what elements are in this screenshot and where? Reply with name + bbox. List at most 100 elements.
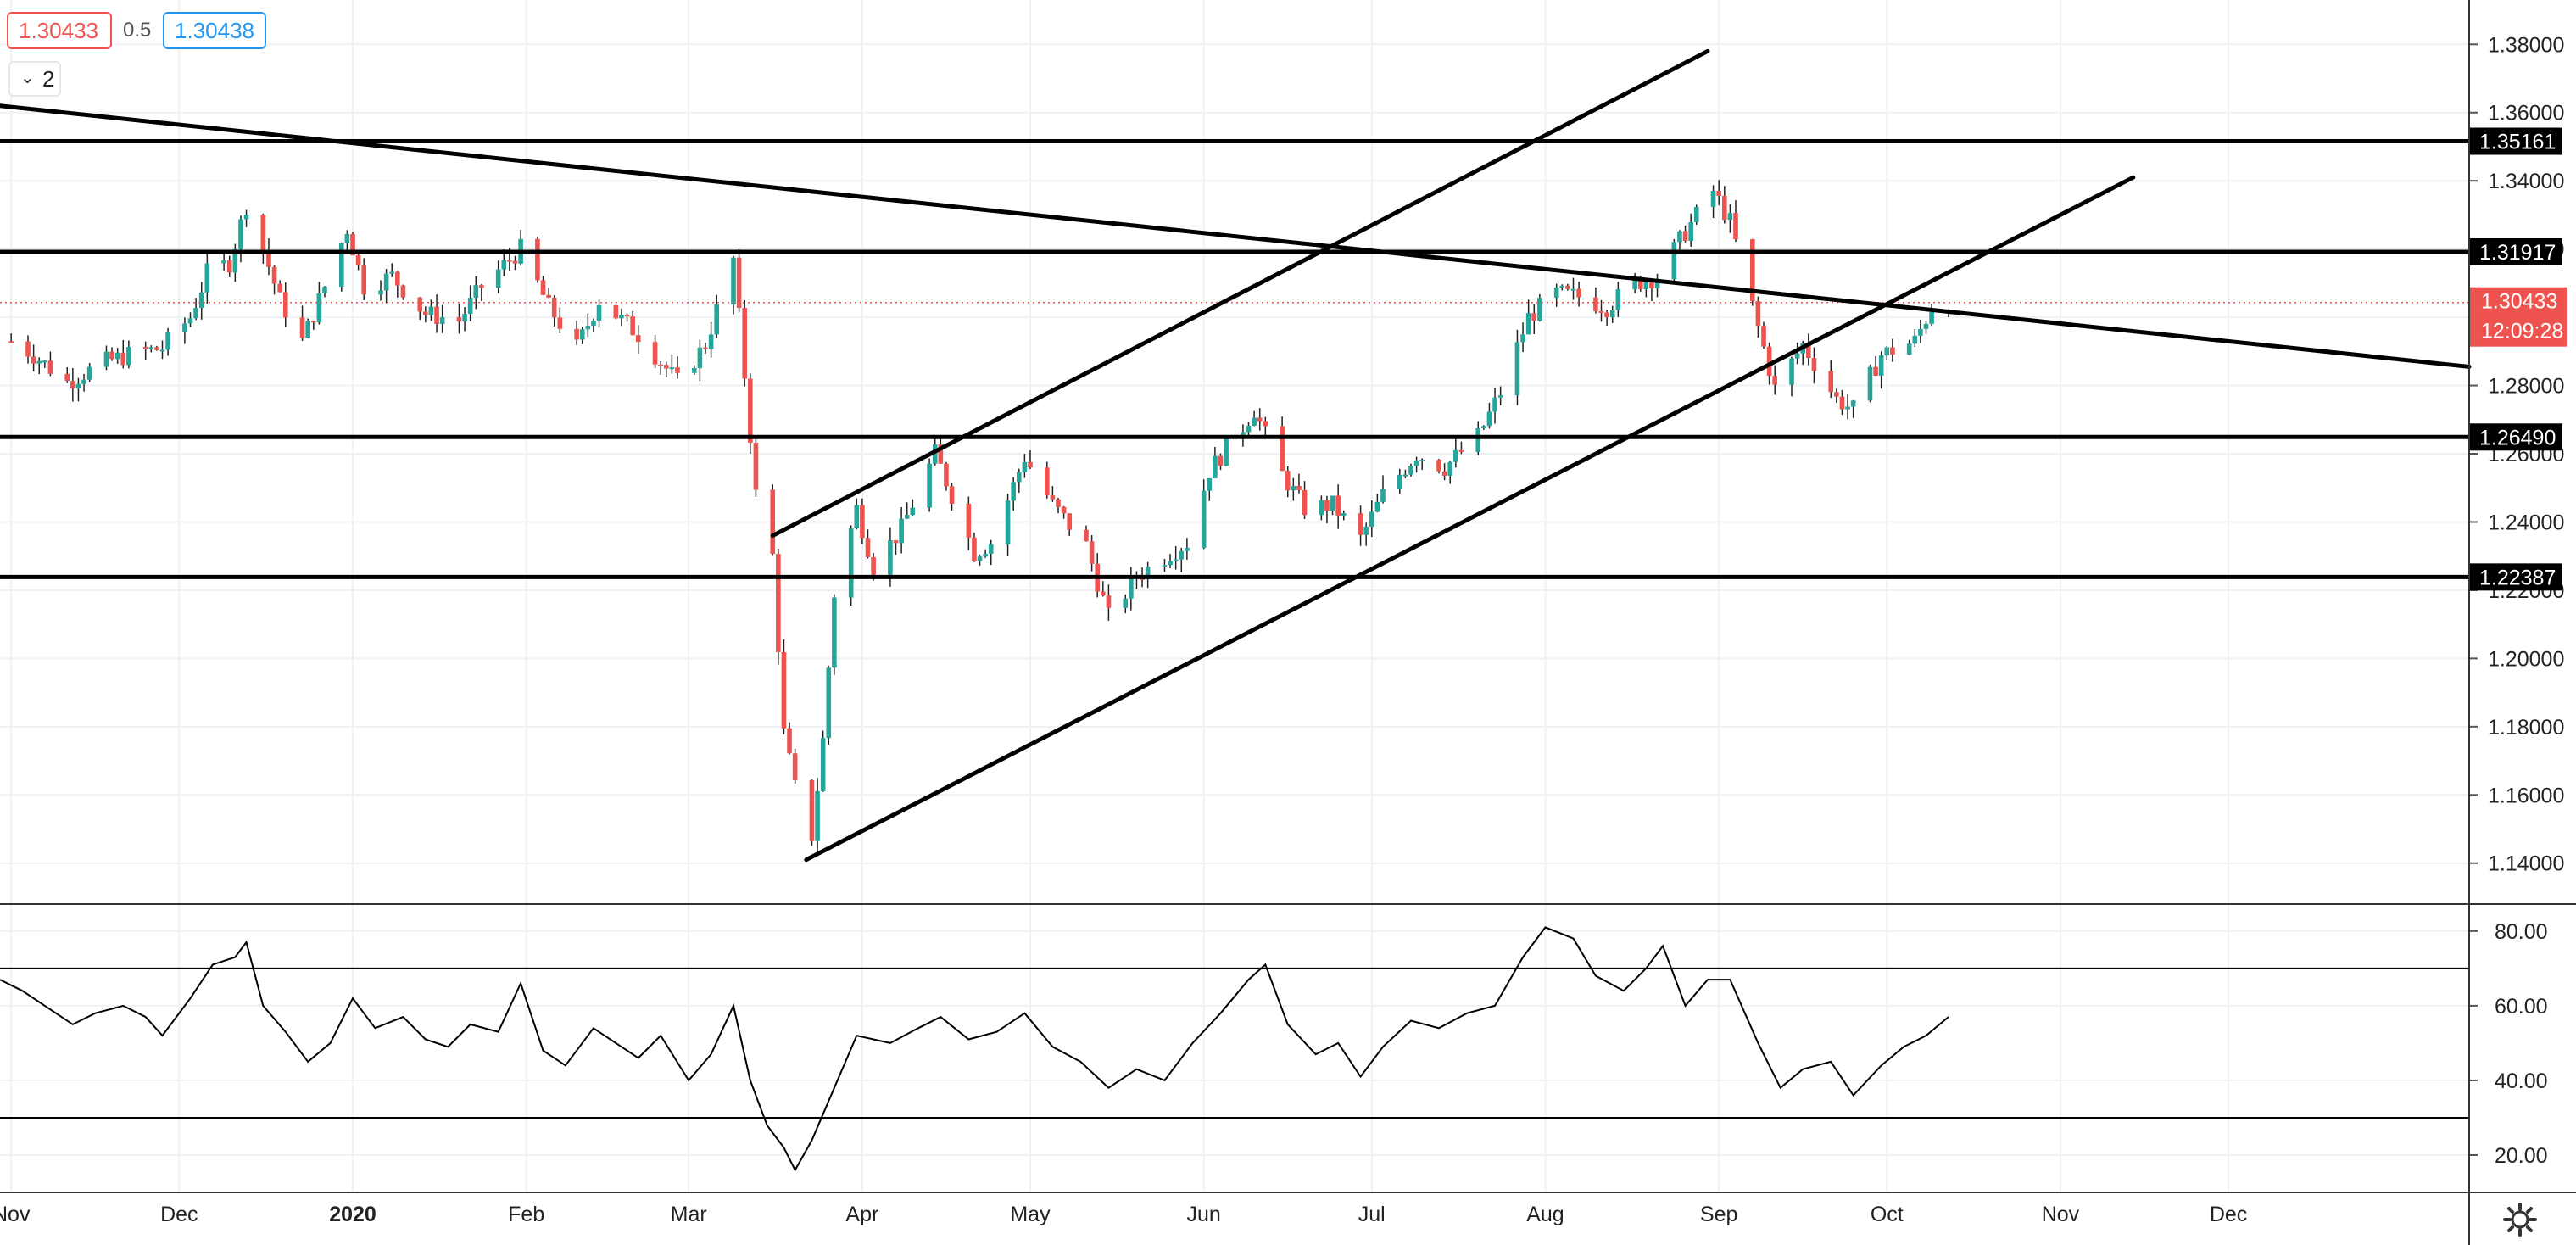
candle-body — [204, 263, 210, 293]
candle-body — [1028, 461, 1033, 468]
candle-body — [1324, 500, 1330, 511]
candle-body — [1123, 598, 1129, 608]
candle-body — [1682, 231, 1688, 241]
candle-body — [1514, 342, 1520, 396]
candle-body — [383, 273, 389, 291]
candle-body — [983, 553, 988, 557]
candle-body — [557, 317, 563, 329]
x-tick-label: Dec — [2210, 1203, 2247, 1226]
ask-price-box[interactable]: 1.30438 — [163, 12, 266, 49]
candle-body — [1101, 591, 1106, 596]
candle-body — [1419, 460, 1425, 462]
candle-body — [1302, 490, 1308, 516]
level-label: 1.22387 — [2479, 566, 2556, 589]
last-price-box — [2469, 287, 2567, 347]
gear-icon[interactable] — [2501, 1201, 2539, 1238]
candle-body — [1576, 288, 1581, 298]
candle-body — [148, 347, 154, 349]
ask-price: 1.30438 — [175, 18, 254, 43]
candle-body — [417, 297, 423, 312]
candle-body — [1335, 495, 1341, 516]
candle-body — [434, 306, 439, 324]
candle-body — [86, 366, 92, 380]
candle-body — [70, 381, 75, 388]
candle-body — [809, 779, 815, 841]
candle-body — [1291, 486, 1296, 491]
candle-body — [776, 554, 781, 652]
candle-body — [299, 317, 305, 338]
candle-body — [226, 260, 232, 273]
candle-body — [1688, 221, 1693, 241]
candle-body — [1806, 343, 1811, 359]
candle-body — [832, 597, 837, 668]
candle-body — [1458, 449, 1464, 452]
candle-body — [988, 544, 994, 554]
candle-body — [1207, 477, 1213, 491]
x-tick-label: Dec — [160, 1203, 198, 1226]
candle-body — [1733, 213, 1738, 240]
indicator-count: 2 — [42, 66, 55, 92]
price-series — [8, 180, 1951, 852]
candle-body — [1257, 417, 1263, 422]
level-label: 1.35161 — [2479, 130, 2556, 154]
candle-body — [1022, 461, 1028, 472]
candle-body — [1061, 506, 1067, 514]
candle-body — [1397, 474, 1402, 489]
level-label-box — [2469, 127, 2562, 155]
candle-body — [966, 503, 972, 538]
candle-body — [31, 356, 36, 364]
indicator-collapse-button[interactable]: ⌄ 2 — [8, 61, 61, 97]
candle-body — [1649, 282, 1654, 288]
candle-body — [25, 341, 31, 357]
y-tick-label: 1.36000 — [2488, 102, 2564, 126]
x-tick-label: Jun — [1187, 1203, 1221, 1226]
candle-body — [753, 442, 759, 490]
candle-body — [675, 367, 680, 373]
candle-body — [748, 378, 753, 443]
candle-body — [1201, 490, 1207, 548]
candle-body — [1761, 326, 1766, 347]
candle-body — [1453, 449, 1458, 462]
candle-body — [182, 323, 187, 333]
candle-body — [1285, 471, 1291, 491]
candle-body — [473, 285, 479, 299]
candle-body — [893, 540, 899, 544]
candle-body — [1486, 411, 1492, 427]
bid-price-box[interactable]: 1.30433 — [7, 12, 112, 49]
candle-body — [613, 305, 619, 319]
candle-body — [1531, 313, 1537, 321]
candle-body — [826, 667, 832, 739]
candle-body — [456, 317, 462, 322]
y-tick-label: 1.14000 — [2488, 852, 2564, 876]
candle-body — [871, 556, 876, 575]
candle-body — [462, 314, 467, 322]
candle-body — [854, 505, 860, 528]
trendlines — [0, 48, 2472, 863]
candle-body — [378, 290, 383, 295]
candle-body — [277, 283, 282, 293]
candle-body — [1413, 461, 1419, 466]
candle-body — [579, 329, 585, 340]
candle-body — [187, 318, 193, 324]
candle-body — [159, 349, 165, 352]
candle-body — [495, 269, 501, 288]
candle-body — [551, 297, 557, 318]
candle-body — [1834, 392, 1839, 397]
candle-body — [1218, 455, 1224, 466]
candle-body — [344, 234, 350, 243]
candle-body — [1162, 565, 1168, 567]
candle-body — [1710, 191, 1716, 208]
candle-body — [1492, 397, 1497, 412]
candle-body — [1884, 347, 1890, 356]
candle-body — [1475, 428, 1481, 452]
candle-body — [1553, 288, 1559, 299]
candle-body — [221, 260, 226, 264]
candle-body — [669, 367, 675, 370]
candle-body — [260, 215, 266, 251]
candle-body — [1873, 366, 1878, 376]
candle-body — [338, 243, 344, 288]
candle-body — [120, 352, 126, 366]
candle-body — [977, 556, 983, 561]
chevron-down-icon: ⌄ — [20, 69, 35, 87]
